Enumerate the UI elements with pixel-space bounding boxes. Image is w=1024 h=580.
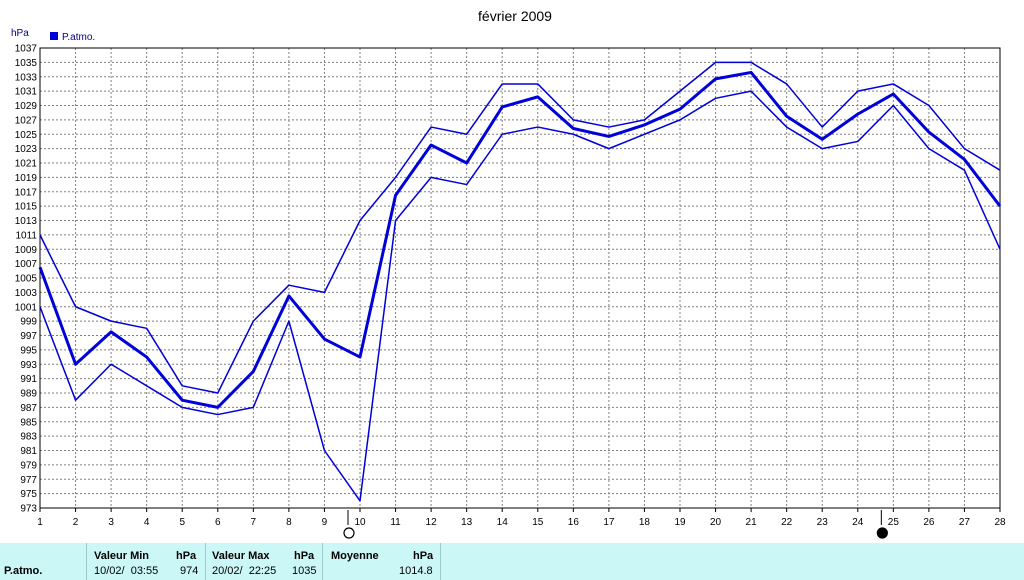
y-tick-label: 1011 [15, 230, 37, 241]
chart-grid [39, 47, 1001, 509]
x-tick-label: 28 [994, 517, 1006, 528]
x-tick-label: 19 [674, 517, 686, 528]
x-tick-label: 20 [710, 517, 722, 528]
chart-title: février 2009 [478, 8, 552, 24]
avg-unit: hPa [413, 550, 434, 562]
stats-row-label: P.atmo. [4, 565, 43, 577]
y-tick-label: 1031 [15, 87, 38, 98]
min-date: 10/02/ 03:55 [94, 565, 159, 577]
y-tick-label: 985 [20, 417, 37, 428]
y-tick-label: 1027 [15, 115, 38, 126]
y-tick-label: 975 [20, 489, 37, 500]
y-tick-label: 999 [20, 317, 37, 328]
y-tick-label: 1037 [15, 44, 38, 55]
avg-value: 1014.8 [399, 565, 433, 577]
y-tick-label: 1021 [15, 159, 38, 170]
y-tick-label: 1023 [15, 144, 38, 155]
y-tick-label: 997 [20, 331, 37, 342]
x-tick-label: 21 [746, 517, 758, 528]
y-tick-label: 995 [20, 345, 37, 356]
y-tick-label: 1013 [15, 216, 38, 227]
min-value: 974 [180, 565, 199, 577]
y-tick-label: 1019 [15, 173, 38, 184]
y-tick-label: 981 [20, 446, 37, 457]
y-tick-label: 1001 [15, 302, 38, 313]
new-moon-icon [876, 527, 888, 539]
x-tick-label: 8 [286, 517, 292, 528]
x-tick-label: 16 [568, 517, 580, 528]
y-tick-label: 1017 [15, 187, 38, 198]
x-tick-label: 7 [251, 517, 257, 528]
x-tick-label: 1 [37, 517, 43, 528]
stats-separator [322, 543, 323, 580]
y-tick-label: 993 [20, 360, 37, 371]
series-lines [38, 61, 1002, 502]
x-tick-label: 11 [390, 517, 401, 528]
full-moon-icon [343, 527, 355, 539]
min-unit: hPa [176, 550, 197, 562]
y-tick-label: 983 [20, 432, 37, 443]
x-tick-label: 6 [215, 517, 221, 528]
x-tick-label: 9 [322, 517, 328, 528]
x-tick-label: 15 [532, 517, 544, 528]
y-axis-unit: hPa [11, 28, 29, 39]
y-tick-label: 989 [20, 389, 37, 400]
x-tick-label: 13 [461, 517, 473, 528]
y-tick-label: 973 [20, 504, 37, 515]
y-tick-label: 1009 [15, 245, 38, 256]
avg-header: Moyenne [331, 550, 379, 562]
y-tick-label: 1005 [15, 274, 38, 285]
x-axis-ticks: 1 2 3 4 5 6 7 8 9 10 11 12 13 14 15 16 17 18 19 20 21 22 23 24 2… [37, 508, 1006, 528]
y-tick-label: 1029 [15, 101, 38, 112]
y-tick-label: 987 [20, 403, 37, 414]
x-tick-label: 27 [959, 517, 971, 528]
y-axis-ticks: 973 975 977 979 981 983 985 987 989 991 993 995 997 9… [15, 44, 38, 515]
x-tick-label: 12 [426, 517, 438, 528]
x-tick-label: 23 [817, 517, 829, 528]
legend-swatch [50, 32, 58, 40]
x-tick-label: 2 [73, 517, 79, 528]
legend-label: P.atmo. [62, 32, 95, 43]
x-tick-label: 4 [144, 517, 150, 528]
y-tick-label: 1015 [15, 202, 38, 213]
min-header: Valeur Min [94, 550, 150, 562]
y-tick-label: 1007 [15, 259, 38, 270]
x-tick-label: 3 [108, 517, 114, 528]
x-tick-label: 25 [888, 517, 900, 528]
plot-frame [39, 47, 1001, 509]
y-tick-label: 1003 [15, 288, 38, 299]
x-tick-label: 10 [354, 517, 366, 528]
y-tick-label: 1035 [15, 58, 38, 69]
max-unit: hPa [294, 550, 315, 562]
x-tick-label: 24 [852, 517, 864, 528]
x-tick-label: 26 [923, 517, 935, 528]
y-tick-label: 991 [20, 374, 37, 385]
max-value: 1035 [292, 565, 317, 577]
max-date: 20/02/ 22:25 [212, 565, 277, 577]
y-tick-label: 979 [20, 460, 37, 471]
series-line-moyenne [38, 70, 1002, 409]
stats-bar: P.atmo. Valeur Min hPa 10/02/ 03:55 974 … [0, 543, 1024, 580]
x-tick-label: 18 [639, 517, 651, 528]
x-tick-label: 17 [603, 517, 615, 528]
y-tick-label: 1033 [15, 72, 38, 83]
y-tick-label: 1025 [15, 130, 38, 141]
x-tick-label: 14 [497, 517, 509, 528]
y-tick-label: 977 [20, 475, 37, 486]
moon-phase-markers [343, 510, 888, 539]
max-header: Valeur Max [212, 550, 270, 562]
x-tick-label: 5 [179, 517, 185, 528]
stats-separator [86, 543, 87, 580]
series-line-min [39, 90, 1001, 502]
series-line-max [39, 61, 1001, 394]
pressure-chart: février 2009 hPa P.atmo. 973975977979981… [11, 8, 1006, 539]
stats-separator [205, 543, 206, 580]
stats-separator [440, 543, 441, 580]
x-tick-label: 22 [781, 517, 793, 528]
